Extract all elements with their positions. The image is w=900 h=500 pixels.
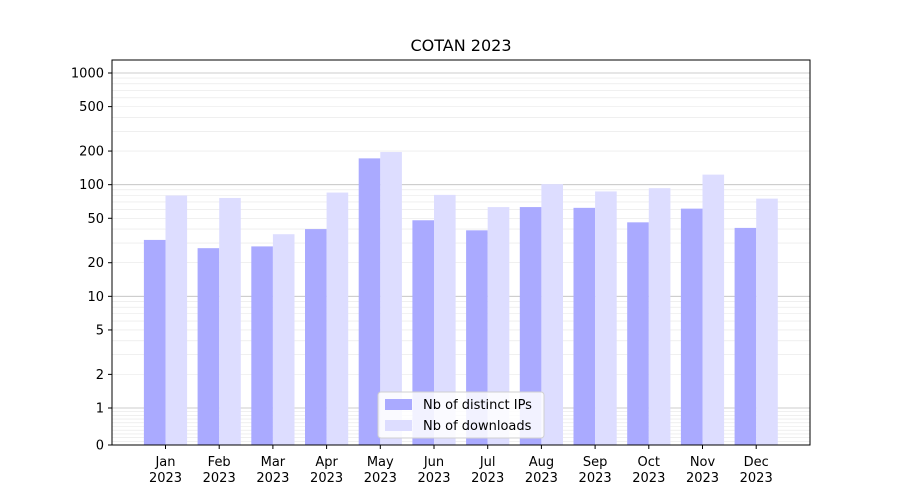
x-tick-label: Sep 2023 xyxy=(579,455,612,486)
x-tick-label: Mar 2023 xyxy=(256,455,289,486)
legend-label: Nb of downloads xyxy=(423,419,532,434)
bar-distinct-ips xyxy=(197,248,220,445)
x-tick-label: Oct 2023 xyxy=(632,455,665,486)
bar-distinct-ips xyxy=(251,246,273,445)
y-tick-label: 50 xyxy=(87,212,104,227)
x-tick-label: Aug 2023 xyxy=(525,455,558,486)
y-tick-label: 100 xyxy=(79,178,104,193)
y-tick-label: 200 xyxy=(79,145,104,160)
y-tick-label: 1 xyxy=(96,402,104,417)
plot-frame xyxy=(111,59,811,446)
bar-downloads xyxy=(541,184,563,445)
bar-downloads xyxy=(434,194,456,445)
bar-downloads xyxy=(219,197,241,445)
bar-downloads xyxy=(702,174,725,445)
bars xyxy=(143,152,778,445)
bar-downloads xyxy=(380,152,402,445)
y-tick-label: 20 xyxy=(87,256,104,271)
bar-distinct-ips xyxy=(573,207,596,445)
bar-downloads xyxy=(487,207,510,445)
y-tick-label: 10 xyxy=(87,290,104,305)
bar-distinct-ips xyxy=(466,230,488,445)
y-tick-label: 0 xyxy=(96,439,104,454)
y-tick-label: 5 xyxy=(96,323,104,338)
x-tick-label: May 2023 xyxy=(364,455,397,486)
y-axis: 0 1 2 5 10 20 50 100 200 500 1000 xyxy=(71,67,112,454)
legend-label: Nb of distinct IPs xyxy=(423,398,532,413)
bar-downloads xyxy=(595,191,617,445)
x-tick-label: Jul 2023 xyxy=(471,455,504,486)
bar-downloads xyxy=(326,192,349,445)
bar-downloads xyxy=(165,195,188,445)
bar-distinct-ips xyxy=(358,158,381,445)
bar-downloads xyxy=(756,198,778,445)
x-tick-label: Feb 2023 xyxy=(203,455,236,486)
bar-distinct-ips xyxy=(734,227,757,445)
chart-title: COTAN 2023 xyxy=(410,36,511,55)
y-tick-label: 2 xyxy=(96,368,104,383)
bar-distinct-ips xyxy=(305,229,327,445)
bar-distinct-ips xyxy=(143,239,166,445)
x-tick-label: Dec 2023 xyxy=(740,455,773,486)
bar-downloads xyxy=(272,234,295,445)
bar-downloads xyxy=(648,188,671,445)
y-tick-label: 1000 xyxy=(71,67,104,82)
bar-distinct-ips xyxy=(680,208,703,445)
bar-distinct-ips xyxy=(412,220,434,445)
y-tick-label: 500 xyxy=(79,100,104,115)
legend: Nb of distinct IPs Nb of downloads xyxy=(377,391,545,439)
bar-distinct-ips xyxy=(627,222,649,445)
bar-distinct-ips xyxy=(519,207,542,445)
x-tick-label: Jan 2023 xyxy=(149,455,182,486)
x-tick-label: Nov 2023 xyxy=(686,455,719,486)
legend-swatch xyxy=(385,399,412,410)
legend-box xyxy=(377,391,545,439)
legend-swatch xyxy=(385,420,412,431)
x-tick-label: Jun 2023 xyxy=(417,455,450,486)
x-tick-label: Apr 2023 xyxy=(310,455,343,486)
x-axis: Jan 2023 Feb 2023 Mar 2023 Apr 2023 May 2023 Jun 20… xyxy=(149,445,773,486)
